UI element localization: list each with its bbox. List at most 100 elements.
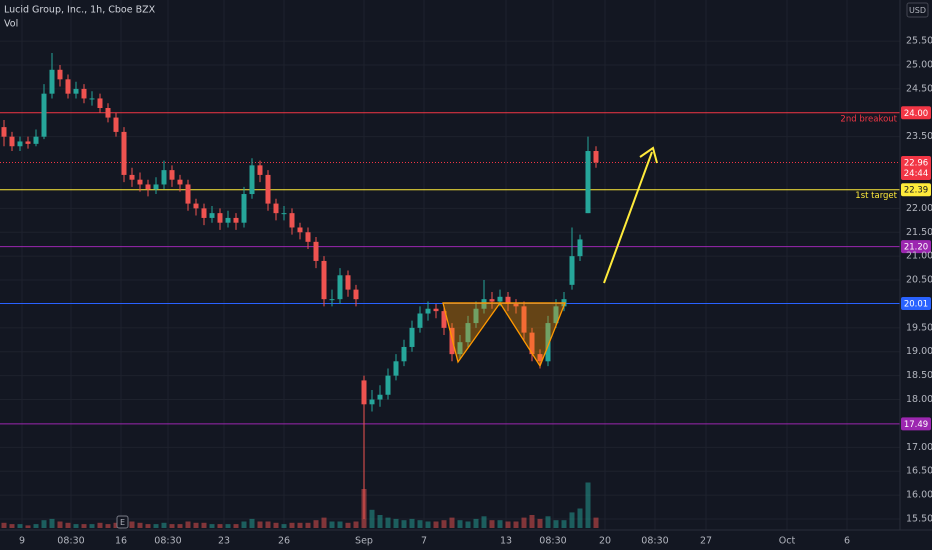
x-tick-label: 08:30 — [57, 536, 84, 547]
volume-bar — [369, 509, 375, 528]
volume-bar — [329, 521, 335, 528]
price-badge — [901, 417, 931, 431]
last-price-label: 22.96 — [904, 158, 928, 168]
candle-body — [233, 217, 239, 223]
candle-body — [241, 194, 247, 223]
level-note: 1st target — [855, 191, 897, 201]
candle-body — [57, 69, 63, 80]
volume-bar — [161, 522, 167, 528]
volume-bar — [153, 524, 159, 528]
volume-bar — [145, 524, 151, 528]
volume-bar — [553, 520, 559, 528]
volume-bar — [505, 521, 511, 528]
volume-bar — [337, 521, 343, 528]
volume-bar — [217, 524, 223, 528]
candles — [1, 53, 599, 520]
candle-body — [321, 260, 327, 300]
x-tick-label: 7 — [421, 536, 427, 547]
y-tick-label: 19.00 — [906, 346, 932, 357]
candle-body — [305, 232, 311, 242]
volume-bar — [401, 520, 407, 528]
volume-bar — [417, 520, 423, 528]
candle-body — [281, 213, 287, 215]
time-axis: 9 08:30 16 08:30 23 26 Sep 7 13 08:30 20 08:30 27 Oct… — [19, 536, 850, 547]
candle-body — [217, 213, 223, 223]
y-tick-label: 25.50 — [906, 36, 932, 47]
volume-bar — [201, 522, 207, 528]
volume-bar — [569, 512, 575, 528]
candle-body — [249, 165, 255, 195]
candle-body — [457, 342, 463, 355]
volume-bar — [105, 524, 111, 528]
pattern-drawing — [442, 302, 566, 368]
candle-body — [25, 141, 31, 144]
candle-body — [17, 141, 23, 147]
candle-body — [265, 174, 271, 204]
volume-bar — [593, 517, 599, 528]
x-tick-label: 27 — [700, 536, 712, 547]
volume-bar — [185, 521, 191, 528]
candle-body — [209, 213, 215, 218]
volume-bar — [513, 521, 519, 528]
y-tick-label: 25.00 — [906, 59, 932, 70]
y-tick-label: 19.50 — [906, 322, 932, 333]
volume-bar — [385, 517, 391, 528]
y-tick-label: 24.50 — [906, 83, 932, 94]
x-tick-label: 23 — [218, 536, 230, 547]
candle-body — [105, 108, 111, 118]
currency-box[interactable] — [906, 2, 929, 18]
candle-body — [529, 332, 535, 355]
volume-bar — [113, 522, 119, 528]
candle-body — [9, 136, 15, 147]
volume-bar — [345, 522, 351, 528]
price-axis: 25.50 25.00 24.50 23.50 22.00 21.50 21.00 20.50… — [906, 36, 932, 525]
candle-body — [177, 179, 183, 185]
arrow-shaft — [603, 151, 653, 284]
price-badge-label: 21.20 — [904, 243, 928, 253]
volume-bar — [137, 522, 143, 528]
volume-bar — [25, 525, 31, 528]
volume-bar — [9, 524, 15, 528]
volume-bar — [497, 520, 503, 528]
candle-body — [585, 151, 591, 214]
volume-bar — [529, 515, 535, 528]
volume-bar — [521, 517, 527, 528]
price-badge-label: 24.00 — [904, 109, 928, 119]
volume-bar — [393, 518, 399, 528]
candle-body — [553, 306, 559, 324]
price-badge — [901, 106, 931, 120]
volume-bar — [41, 520, 47, 528]
candle-body — [81, 88, 87, 99]
candle-body — [401, 346, 407, 362]
earnings-marker-box[interactable] — [116, 515, 129, 529]
candle-body — [369, 399, 375, 405]
candle-body — [473, 308, 479, 324]
candle-body — [33, 136, 39, 144]
x-tick-label: 16 — [115, 536, 127, 547]
candle-body — [465, 323, 471, 343]
volume-bar — [257, 521, 263, 528]
candle-body — [49, 69, 55, 94]
candle-body — [169, 170, 175, 180]
volume-bar — [321, 517, 327, 528]
y-tick-label: 17.00 — [906, 442, 932, 453]
volume-bar — [241, 521, 247, 528]
y-tick-label: 18.50 — [906, 370, 932, 381]
candle-body — [225, 217, 231, 223]
y-tick-label: 16.50 — [906, 466, 932, 477]
candle-body — [497, 296, 503, 302]
x-tick-label: 6 — [844, 536, 850, 547]
volume-bar — [129, 521, 135, 528]
volume-bar — [209, 524, 215, 528]
volume-bar — [377, 515, 383, 528]
volume-bar — [273, 522, 279, 528]
candle-body — [505, 296, 511, 304]
volume-bar — [585, 482, 591, 528]
volume-bar — [537, 518, 543, 528]
last-price-badge — [901, 155, 931, 180]
price-badge-label: 17.49 — [904, 420, 928, 430]
volume-bar — [73, 524, 79, 528]
candle-body — [385, 375, 391, 395]
volume-bar — [17, 524, 23, 528]
